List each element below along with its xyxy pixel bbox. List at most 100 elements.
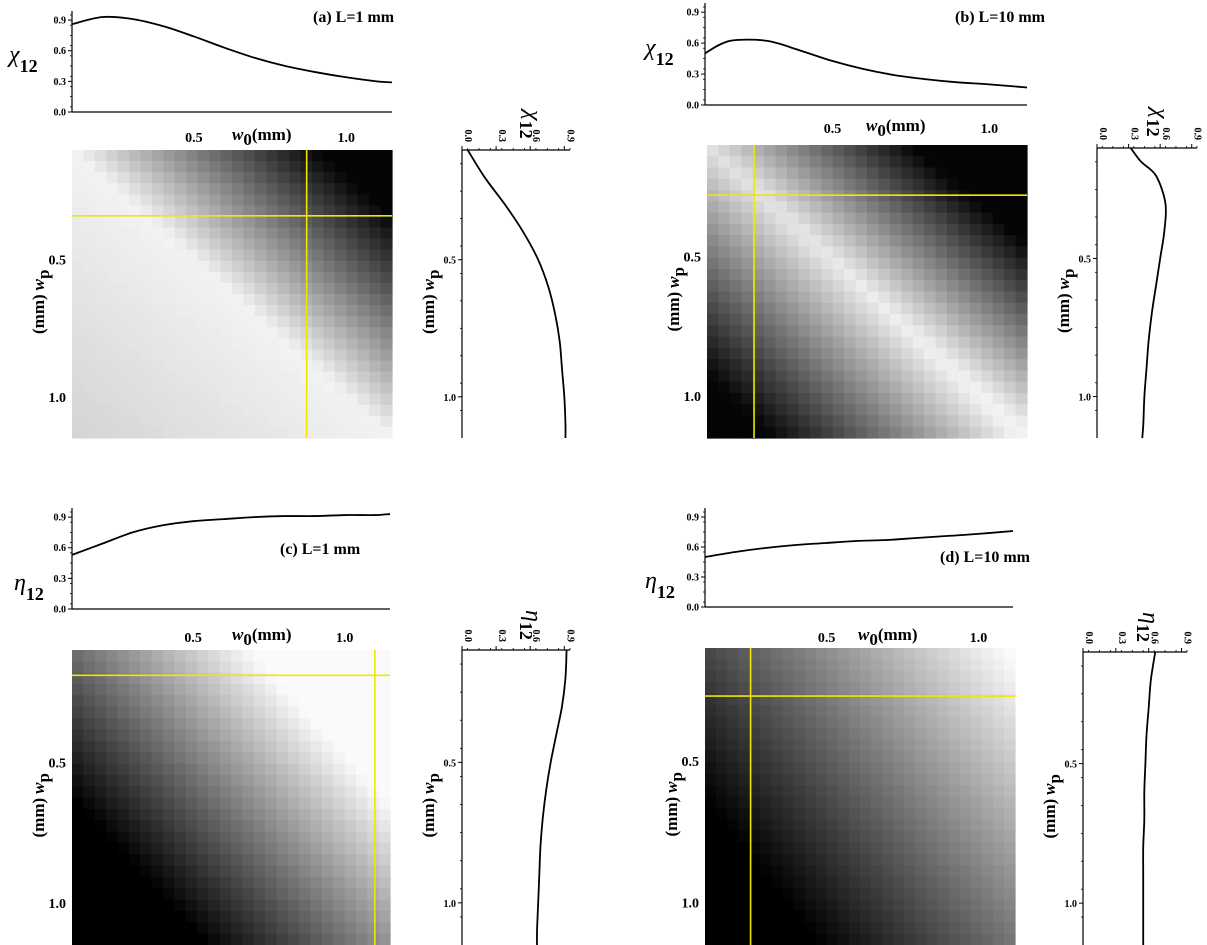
heatmap-cell xyxy=(727,659,739,671)
heatmap-cell xyxy=(381,183,393,195)
heatmap-cell xyxy=(776,382,788,394)
heatmap-cell xyxy=(243,283,255,295)
heatmap-cell xyxy=(926,934,938,945)
heatmap-cell xyxy=(174,922,186,934)
heatmap-cell xyxy=(265,763,277,775)
heatmap-cell xyxy=(936,348,948,360)
heatmap-cell xyxy=(266,316,278,328)
heatmap-cell xyxy=(141,294,153,306)
heatmap-cell xyxy=(816,854,828,866)
x-label-unit: (mm) xyxy=(886,116,926,135)
heatmap-cell xyxy=(289,316,301,328)
heatmap-cell xyxy=(913,393,925,405)
heatmap-cell xyxy=(95,283,107,295)
heatmap-cell xyxy=(266,228,278,240)
heatmap-cell xyxy=(794,911,806,923)
heatmap-cell xyxy=(821,145,833,157)
heatmap-cell xyxy=(163,877,175,889)
heatmap-cell xyxy=(860,854,872,866)
heatmap-cell xyxy=(970,415,982,427)
heatmap-cell xyxy=(129,900,141,912)
heatmap-cell xyxy=(938,785,950,797)
heatmap-cell xyxy=(760,751,772,763)
heatmap-cell xyxy=(981,179,993,191)
heatmap-cell xyxy=(346,338,358,350)
heatmap-cell xyxy=(705,831,717,843)
heatmap-cell xyxy=(323,305,335,317)
heatmap-cell xyxy=(208,763,220,775)
heatmap-cell xyxy=(936,269,948,281)
heatmap-cell xyxy=(186,922,198,934)
heatmap-cell xyxy=(816,751,828,763)
heatmap-cell xyxy=(890,235,902,247)
heatmap-cell xyxy=(849,876,861,888)
heatmap-cell xyxy=(208,695,220,707)
heatmap-cell xyxy=(83,934,95,945)
heatmap-cell xyxy=(867,235,879,247)
heatmap-cell xyxy=(106,305,118,317)
heatmap-cell xyxy=(106,809,118,821)
heatmap-cell xyxy=(993,751,1005,763)
heatmap-cell xyxy=(810,337,822,349)
heatmap-cell xyxy=(106,228,118,240)
heatmap-cell xyxy=(140,888,152,900)
heatmap-cell xyxy=(242,684,254,696)
heatmap-cell xyxy=(705,865,717,877)
heatmap-cell xyxy=(141,338,153,350)
heatmap-cell xyxy=(871,774,883,786)
heatmap-cell xyxy=(730,201,742,213)
heatmap-cell xyxy=(335,416,347,428)
heatmap-cell xyxy=(705,854,717,866)
heatmap-cell xyxy=(882,797,894,809)
heatmap-cell xyxy=(893,671,905,683)
heatmap-cell xyxy=(129,316,141,328)
heatmap-cell xyxy=(72,900,84,912)
heatmap-cell xyxy=(152,900,164,912)
heatmap-cell xyxy=(1004,415,1016,427)
heatmap-cell xyxy=(904,751,916,763)
heatmap-cell xyxy=(993,854,1005,866)
heatmap-cell xyxy=(381,272,393,284)
heatmap-cell xyxy=(369,316,381,328)
heatmap-cell xyxy=(810,325,822,337)
heatmap-cell xyxy=(764,404,776,416)
heatmap-cell xyxy=(993,717,1005,729)
heatmap-cell xyxy=(915,876,927,888)
heatmap-cell xyxy=(993,348,1005,360)
heatmap-cell xyxy=(220,809,232,821)
heatmap-cell xyxy=(882,842,894,854)
heatmap-cell xyxy=(289,261,301,273)
heatmap-cell xyxy=(993,774,1005,786)
heatmap-cell xyxy=(186,820,198,832)
heatmap-cell xyxy=(141,405,153,417)
heatmap-cell xyxy=(311,922,323,934)
heatmap-cell xyxy=(276,888,288,900)
heatmap-cell xyxy=(278,216,290,228)
heatmap-cell xyxy=(856,179,868,191)
heatmap-cell xyxy=(844,269,856,281)
heatmap-cell xyxy=(904,785,916,797)
y-tick-label: 1.0 xyxy=(682,897,700,912)
heatmap-cell xyxy=(783,682,795,694)
heatmap-cell xyxy=(705,842,717,854)
heatmap-cell xyxy=(231,866,243,878)
heatmap-cell xyxy=(738,682,750,694)
heatmap-cell xyxy=(727,671,739,683)
heatmap-cell xyxy=(776,168,788,180)
heatmap-cell xyxy=(254,729,266,741)
heatmap-cell xyxy=(764,246,776,258)
heatmap-cell xyxy=(209,283,221,295)
heatmap-cell xyxy=(197,775,209,787)
heatmap-cell xyxy=(220,911,232,923)
heatmap-cell xyxy=(982,808,994,820)
heatmap-cell xyxy=(106,360,118,372)
heatmap-cell xyxy=(949,911,961,923)
heatmap-cell xyxy=(707,314,719,326)
heatmap-cell xyxy=(369,228,381,240)
heatmap-cell xyxy=(878,145,890,157)
heatmap-cell xyxy=(926,854,938,866)
heatmap-cell xyxy=(764,303,776,315)
heatmap-cell xyxy=(152,305,164,317)
heatmap-cell xyxy=(312,228,324,240)
heatmap-cell xyxy=(871,899,883,911)
